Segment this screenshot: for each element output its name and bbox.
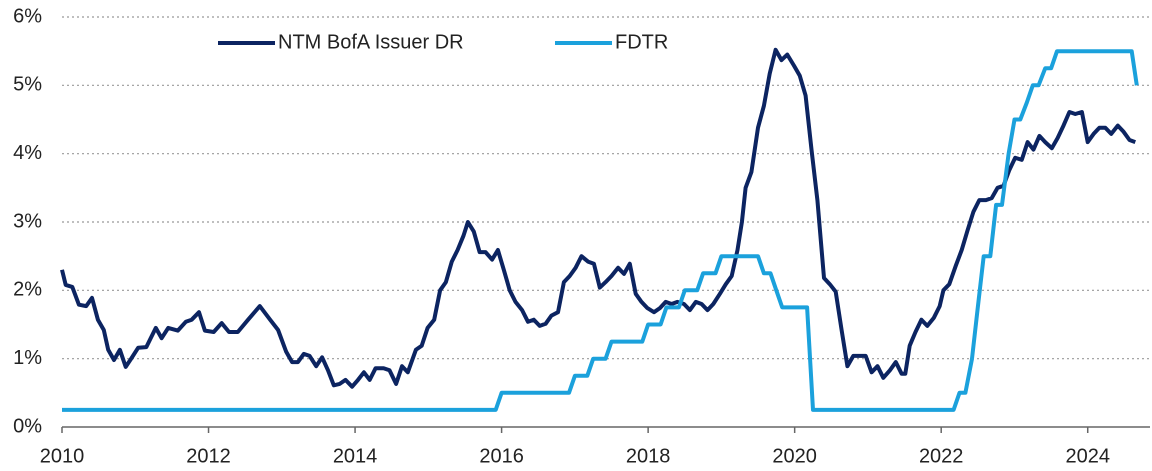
x-tick-label: 2018	[626, 445, 671, 467]
x-tick-label: 2020	[772, 445, 817, 467]
y-tick-label: 3%	[13, 210, 42, 232]
y-tick-label: 0%	[13, 415, 42, 437]
x-tick-label: 2012	[186, 445, 231, 467]
series-line	[62, 49, 1139, 412]
y-tick-label: 2%	[13, 279, 42, 301]
x-tick-label: 2014	[333, 445, 378, 467]
y-tick-label: 6%	[13, 5, 42, 27]
series-line	[60, 47, 1136, 389]
x-tick-label: 2022	[919, 445, 964, 467]
y-tick-label: 4%	[13, 142, 42, 164]
y-tick-label: 5%	[13, 74, 42, 96]
legend-label: FDTR	[615, 31, 668, 53]
x-tick-label: 2016	[479, 445, 524, 467]
x-tick-label: 2010	[40, 445, 85, 467]
legend-label: NTM BofA Issuer DR	[278, 31, 464, 53]
y-tick-label: 1%	[13, 347, 42, 369]
x-tick-label: 2024	[1065, 445, 1110, 467]
